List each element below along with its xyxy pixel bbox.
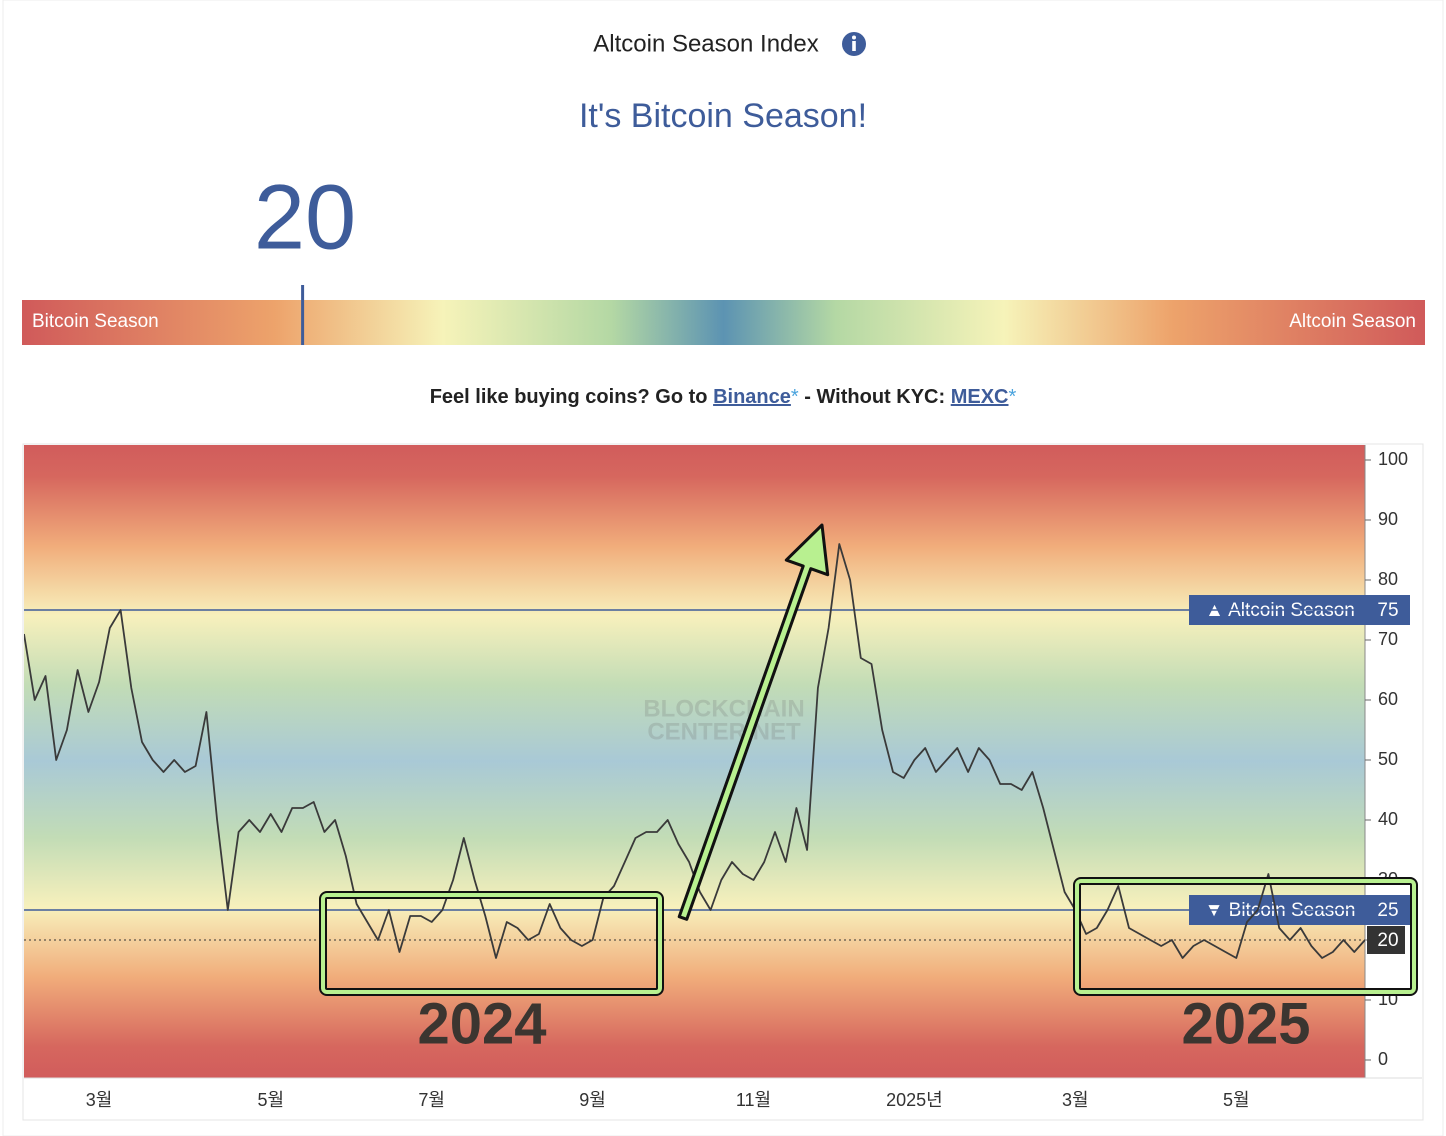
y-tick-label: 0 [1378,1049,1388,1069]
info-icon-dot[interactable] [852,35,856,40]
info-icon[interactable] [842,32,866,56]
highlight-box [1075,879,1416,994]
annotation-year: 2024 [417,991,546,1056]
watermark: BLOCKCHAIN [643,695,804,722]
y-tick-label: 80 [1378,569,1398,589]
y-tick-label: 40 [1378,809,1398,829]
x-tick-label: 11월 [736,1090,771,1110]
promo-text: Feel like buying coins? Go to [430,386,708,408]
x-tick-label: 7월 [418,1090,445,1110]
info-icon-bar[interactable] [852,41,856,51]
x-tick-label: 3월 [86,1090,113,1110]
status: It's Bitcoin Season! [579,97,867,135]
arrow [677,523,830,921]
gauge-right-label: Altcoin Season [1289,311,1416,332]
x-tick-label: 5월 [1223,1090,1250,1110]
annotation-year: 2025 [1181,991,1310,1056]
x-tick-label: 3월 [1062,1090,1089,1110]
threshold-value: 25 [1377,900,1398,921]
y-tick-label: 70 [1378,629,1398,649]
annotations: 2024 2025 [319,523,1418,1056]
mexc-link[interactable]: MEXC [951,386,1009,408]
current-tag [1367,926,1405,954]
watermark: CENTER.NET [647,718,801,745]
index-value: 20 [254,166,356,268]
highlight-box [321,893,662,994]
title: Altcoin Season Index [593,30,818,57]
x-tick-label: 5월 [257,1090,284,1110]
threshold-value: 75 [1377,600,1398,621]
gauge-bar [22,300,1425,345]
current-value: 20 [1377,930,1398,951]
promo-line: Feel like buying coins? Go to Binance* -… [430,386,1017,408]
binance-mark: * [791,386,799,408]
gauge-left-label: Bitcoin Season [32,311,159,332]
mexc-mark: * [1009,386,1017,408]
y-tick-label: 50 [1378,749,1398,769]
y-tick-label: 60 [1378,689,1398,709]
x-tick-label: 9월 [579,1090,606,1110]
y-tick-label: 90 [1378,509,1398,529]
promo-middle: - Without KYC: [804,386,945,408]
x-tick-label: 2025년 [886,1090,943,1110]
binance-link[interactable]: Binance [713,386,791,408]
y-tick-label: 100 [1378,449,1408,469]
plot-background [24,445,1365,1078]
chart-layer: 01020304050607080901003월5월7월9월11월2025년3월… [86,449,1410,1110]
